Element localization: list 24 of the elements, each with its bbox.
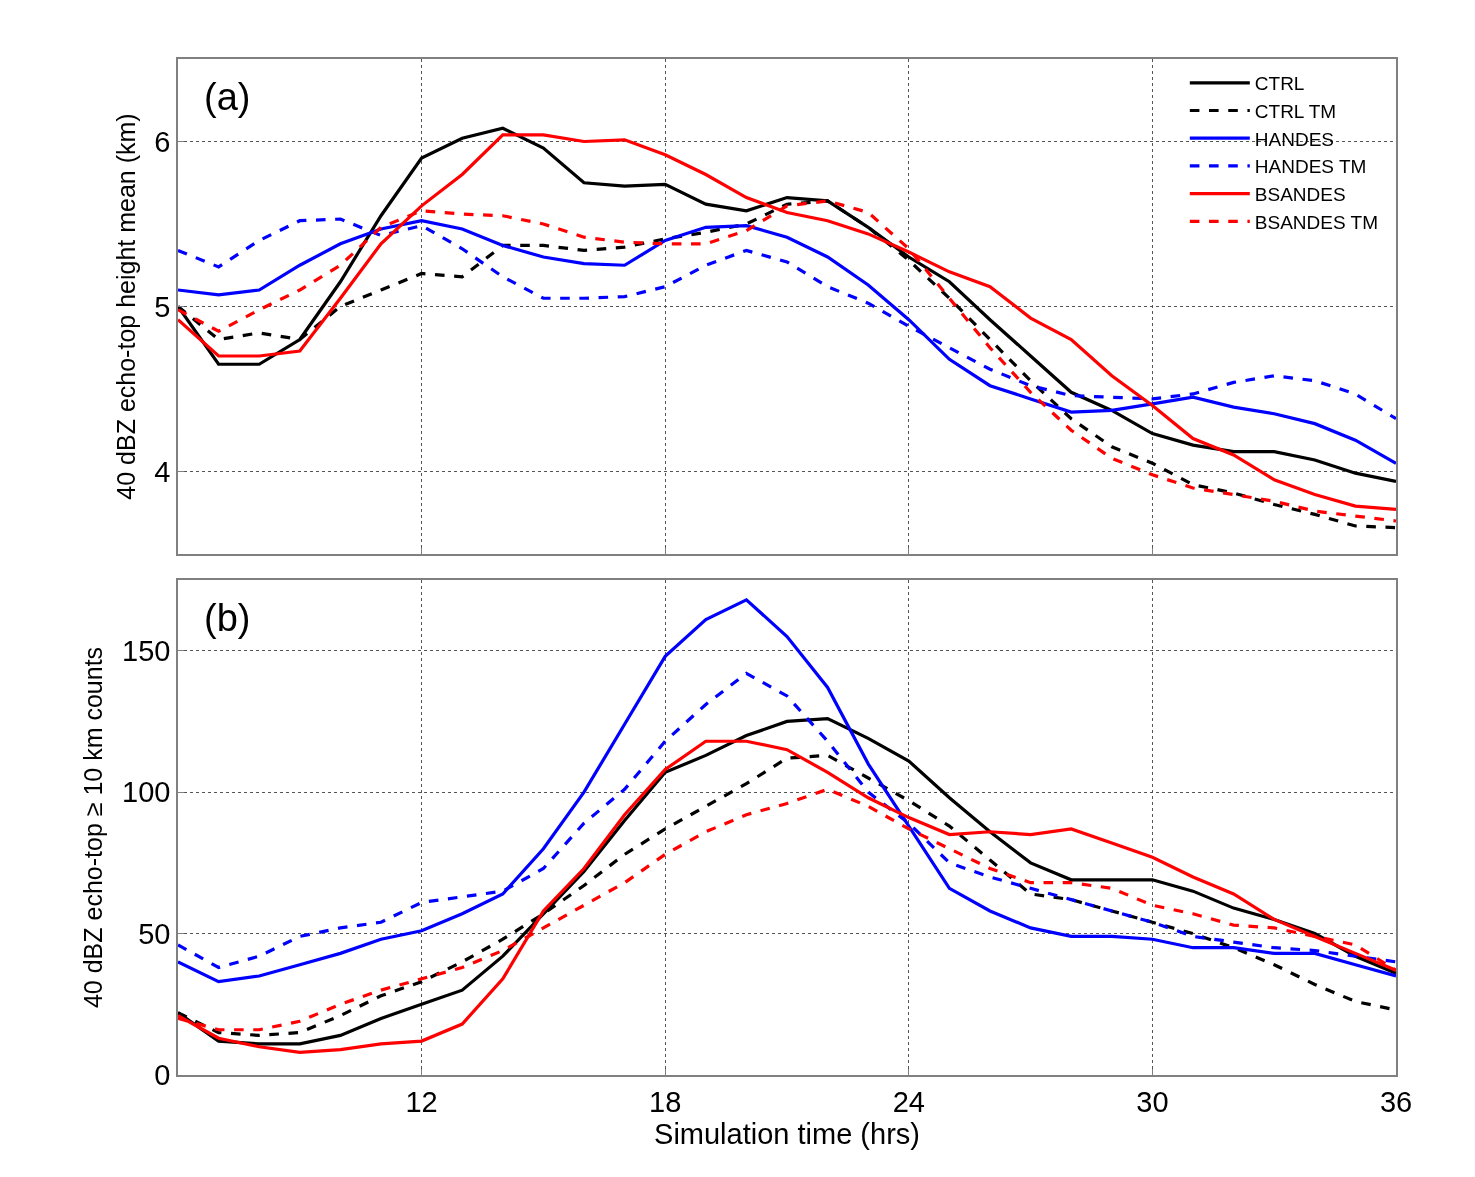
legend-label: CTRL TM bbox=[1254, 100, 1337, 122]
x-axis-title: Simulation time (hrs) bbox=[654, 1117, 920, 1150]
legend-label: HANDES bbox=[1254, 128, 1335, 150]
text: (b) bbox=[204, 597, 251, 639]
y-axis-title: 40 dBZ echo-top ≥ 10 km counts bbox=[79, 646, 108, 1009]
x-tick-label: 36 bbox=[1379, 1085, 1413, 1118]
y-tick-label: 4 bbox=[154, 455, 171, 488]
line-series bbox=[178, 598, 1396, 984]
y-tick-label: 0 bbox=[154, 1059, 171, 1092]
y-tick-label: 50 bbox=[138, 917, 171, 950]
y-tick-label: 5 bbox=[154, 290, 171, 323]
legend-label: HANDES TM bbox=[1254, 156, 1367, 178]
legend-label: CTRL bbox=[1254, 73, 1305, 95]
y-axis-title: 40 dBZ echo-top height mean (km) bbox=[111, 113, 140, 500]
x-tick-label: 18 bbox=[649, 1085, 682, 1118]
x-tick-label: 24 bbox=[892, 1085, 925, 1118]
y-tick-label: 150 bbox=[122, 634, 171, 667]
x-tick-label: 30 bbox=[1136, 1085, 1169, 1118]
y-tick-label: 6 bbox=[154, 125, 171, 158]
chart-title: (a) bbox=[204, 76, 251, 118]
y-tick-label: 100 bbox=[122, 776, 171, 809]
legend-label: BSANDES bbox=[1254, 184, 1346, 206]
x-tick-label: 12 bbox=[405, 1085, 438, 1118]
legend-label: BSANDES TM bbox=[1254, 211, 1379, 233]
